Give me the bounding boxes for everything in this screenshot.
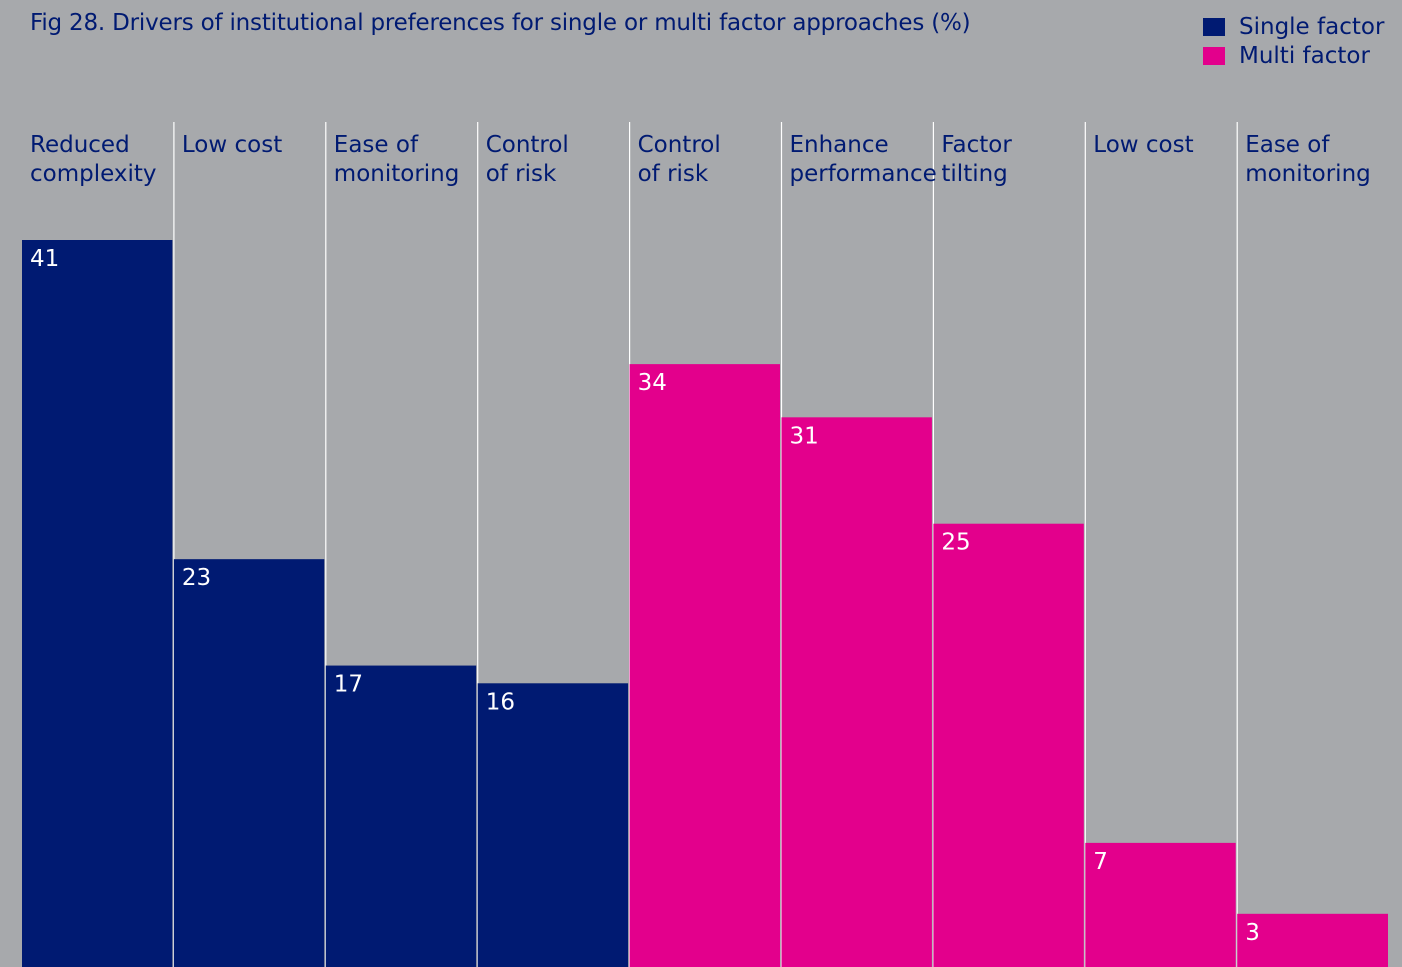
- category-label-line: Reduced: [30, 132, 130, 158]
- category-label-line: monitoring: [1245, 161, 1371, 187]
- legend: Single factor Multi factor: [1203, 12, 1384, 70]
- value-label: 41: [30, 246, 59, 272]
- legend-label-multi: Multi factor: [1239, 42, 1370, 69]
- category-label-line: Control: [638, 132, 721, 158]
- category-label: Control of risk: [638, 132, 721, 187]
- category-label-line: Low cost: [182, 132, 282, 158]
- value-label: 17: [334, 672, 363, 698]
- category-label-line: performance: [790, 161, 937, 187]
- value-label: 23: [182, 565, 211, 591]
- bar-single-factor: [477, 683, 629, 967]
- bar-multi-factor: [1237, 913, 1388, 967]
- category-label-line: monitoring: [334, 161, 460, 187]
- legend-label-single: Single factor: [1239, 13, 1385, 40]
- category-label: Low cost: [182, 132, 282, 158]
- category-label-line: complexity: [30, 161, 157, 187]
- value-label: 3: [1245, 920, 1260, 946]
- category-label: Ease of monitoring: [1245, 132, 1371, 187]
- value-label: 31: [790, 423, 819, 449]
- category-label-line: Factor: [941, 132, 1012, 158]
- category-label: Reduced complexity: [30, 132, 157, 187]
- legend-swatch-multi: [1203, 46, 1225, 65]
- category-label-line: Low cost: [1093, 132, 1193, 158]
- category-label: Factor tilting: [941, 132, 1012, 187]
- bar-multi-factor: [933, 523, 1084, 967]
- bar-single-factor: [325, 665, 477, 967]
- category-label: Control of risk: [486, 132, 569, 187]
- value-label: 16: [486, 689, 515, 715]
- bar-multi-factor: [781, 417, 932, 967]
- legend-swatch-single: [1203, 17, 1225, 36]
- category-label-line: Ease of: [1245, 132, 1330, 158]
- bar-single-factor: [22, 240, 173, 967]
- category-label: Enhance performance: [790, 132, 937, 187]
- category-label-line: Control: [486, 132, 569, 158]
- category-label: Ease of monitoring: [334, 132, 460, 187]
- value-label: 25: [941, 530, 970, 556]
- category-label-line: of risk: [638, 161, 709, 187]
- value-label: 34: [638, 370, 667, 396]
- category-label-line: tilting: [941, 161, 1007, 187]
- value-label: 7: [1093, 849, 1108, 875]
- category-label: Low cost: [1093, 132, 1193, 158]
- bar-multi-factor: [1085, 842, 1236, 967]
- bar-single-factor: [173, 559, 325, 967]
- category-label-line: of risk: [486, 161, 557, 187]
- title: Fig 28. Drivers of institutional prefere…: [30, 10, 971, 36]
- category-label-line: Enhance: [790, 132, 889, 158]
- category-label-line: Ease of: [334, 132, 419, 158]
- legend-item-multi: Multi factor: [1203, 41, 1384, 70]
- bar-multi-factor: [629, 364, 780, 967]
- legend-item-single: Single factor: [1203, 12, 1384, 41]
